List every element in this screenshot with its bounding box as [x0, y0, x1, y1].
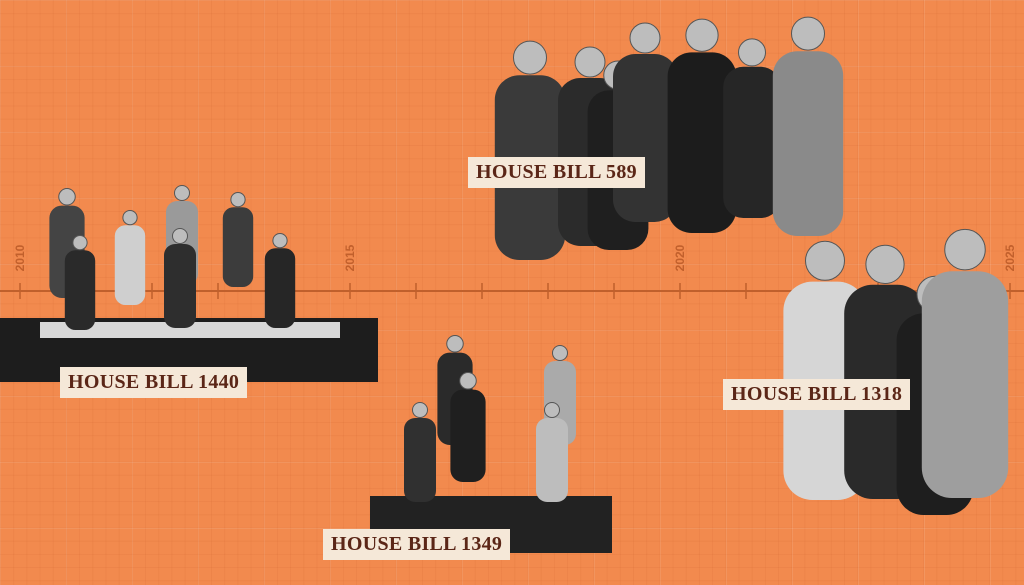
- person-body: [222, 207, 254, 287]
- person-body: [404, 418, 436, 502]
- photo-hb589: [494, 16, 844, 260]
- person-head: [544, 402, 560, 418]
- desk-papers: [40, 322, 340, 338]
- person-body: [921, 271, 1009, 498]
- person-head: [685, 18, 719, 52]
- bill-label: HOUSE BILL 1318: [723, 379, 911, 410]
- person-head: [459, 372, 477, 390]
- person-head: [629, 22, 661, 54]
- person-head: [72, 234, 88, 251]
- person-head: [805, 240, 845, 281]
- year-label: 2025: [1003, 244, 1017, 271]
- person-head: [272, 232, 288, 249]
- photo-hb1349: [370, 335, 612, 553]
- person-body: [723, 66, 781, 218]
- person-head: [791, 16, 825, 51]
- person-head: [446, 335, 464, 353]
- person-body: [613, 54, 677, 222]
- person-head: [172, 228, 188, 244]
- photo-hb1318: [783, 228, 1009, 515]
- year-label: 2020: [673, 244, 687, 271]
- person-body: [64, 250, 96, 330]
- person-head: [552, 345, 568, 361]
- person-body: [164, 244, 196, 328]
- person-head: [58, 188, 76, 206]
- person-head: [865, 244, 905, 285]
- year-label: 2015: [343, 244, 357, 271]
- person-head: [122, 209, 138, 226]
- person-head: [574, 46, 606, 78]
- photo-hb1440: [0, 185, 378, 382]
- person-head: [513, 40, 547, 75]
- person-body: [114, 225, 146, 305]
- person-head: [738, 38, 766, 67]
- person-head: [944, 228, 986, 271]
- person-body: [667, 52, 737, 234]
- person-body: [536, 418, 568, 502]
- person-body: [450, 389, 486, 482]
- bill-label: HOUSE BILL 589: [468, 157, 645, 188]
- person-head: [230, 191, 246, 208]
- person-head: [174, 185, 190, 201]
- year-label: 2010: [13, 244, 27, 271]
- person-head: [412, 402, 428, 418]
- bill-label: HOUSE BILL 1440: [60, 367, 248, 398]
- person-body: [264, 248, 296, 328]
- bill-label: HOUSE BILL 1349: [323, 529, 511, 560]
- person-body: [772, 51, 844, 237]
